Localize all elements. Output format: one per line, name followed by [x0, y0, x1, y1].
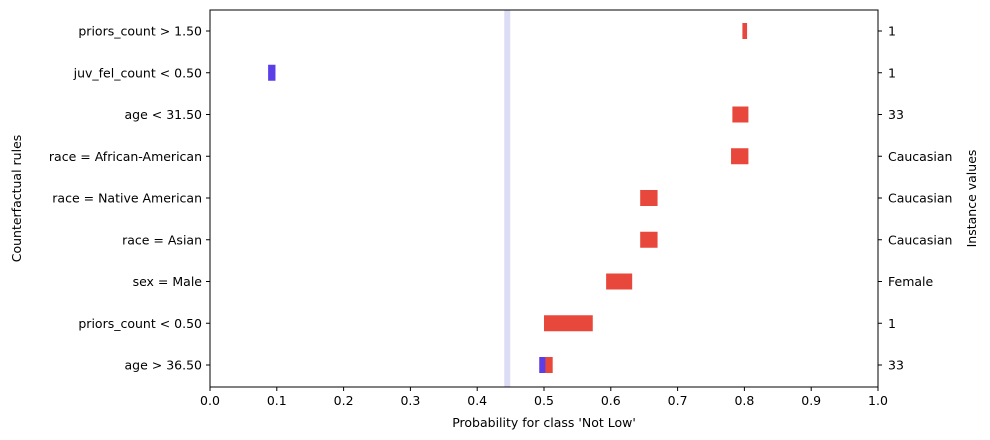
rule-bar — [731, 148, 749, 165]
y-tick-label: priors_count > 1.50 — [78, 24, 202, 39]
y2-tick-label: Caucasian — [888, 232, 952, 247]
x-tick-label: 0.2 — [334, 393, 354, 408]
x-tick-label: 0.4 — [467, 393, 487, 408]
x-tick-label: 0.0 — [200, 393, 220, 408]
y-tick-label: age < 31.50 — [125, 107, 203, 122]
y-tick-label: race = African-American — [49, 149, 202, 164]
x-tick-label: 0.3 — [400, 393, 420, 408]
rule-bar — [268, 64, 276, 81]
y2-tick-label: Female — [888, 274, 934, 289]
y2-tick-label: 33 — [888, 358, 904, 373]
rule-bar — [732, 106, 749, 123]
rule-bar — [606, 273, 633, 290]
y2-tick-label: 33 — [888, 107, 904, 122]
rule-bar-split — [539, 357, 546, 373]
y-tick-label: race = Native American — [52, 191, 202, 206]
y2-tick-label: 1 — [888, 24, 896, 39]
y2-tick-label: 1 — [888, 316, 896, 331]
x-tick-label: 0.6 — [601, 393, 621, 408]
baseline-band — [504, 10, 511, 387]
y-axis-label: Counterfactual rules — [9, 135, 24, 263]
x-axis-label: Probability for class 'Not Low' — [452, 415, 636, 430]
y-tick-label: priors_count < 0.50 — [78, 316, 202, 331]
y-tick-label: race = Asian — [122, 232, 202, 247]
y2-tick-label: Caucasian — [888, 149, 952, 164]
x-tick-label: 0.7 — [668, 393, 688, 408]
y-tick-label: juv_fel_count < 0.50 — [73, 65, 202, 80]
rule-bar — [544, 315, 593, 332]
x-tick-label: 0.8 — [734, 393, 754, 408]
x-tick-label: 0.1 — [267, 393, 287, 408]
x-tick-label: 1.0 — [868, 393, 888, 408]
y-tick-label: age > 36.50 — [125, 358, 203, 373]
rule-bar — [742, 23, 748, 39]
y2-tick-label: Caucasian — [888, 191, 952, 206]
y2-axis-label: Instance values — [964, 150, 979, 248]
y2-tick-label: 1 — [888, 65, 896, 80]
x-tick-label: 0.9 — [801, 393, 821, 408]
rule-bar — [640, 231, 658, 248]
x-tick-label: 0.5 — [534, 393, 554, 408]
rule-bar — [640, 190, 658, 206]
y-tick-label: sex = Male — [133, 274, 203, 289]
